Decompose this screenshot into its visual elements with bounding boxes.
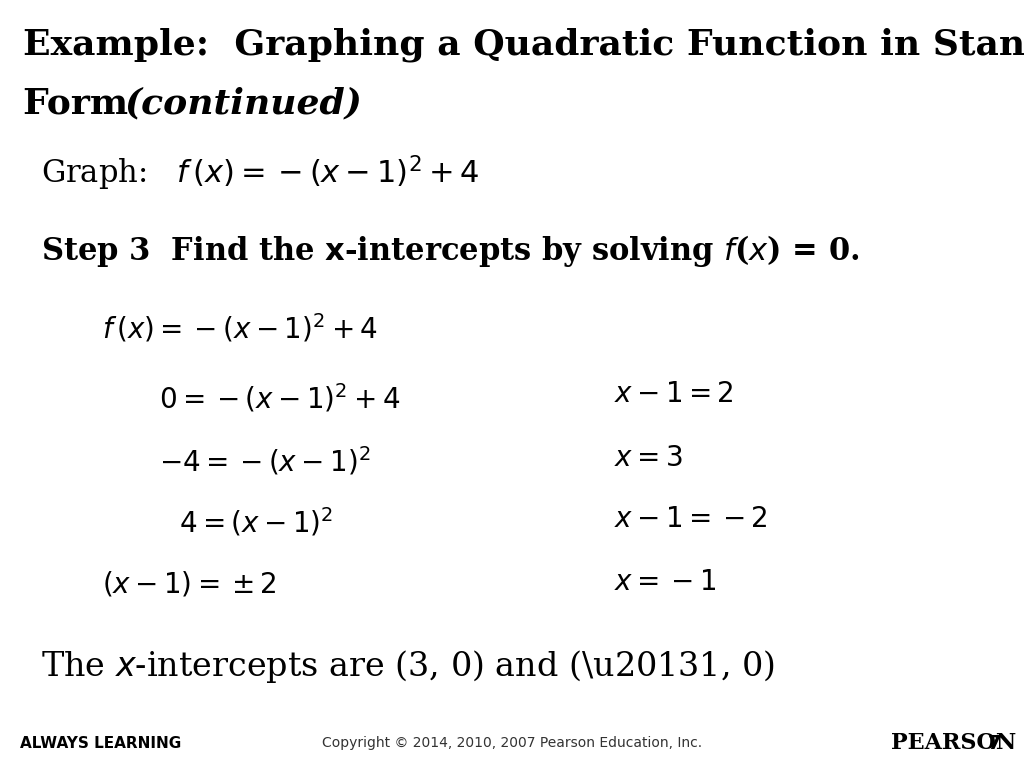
Text: $x - 1 = -2$: $x - 1 = -2$ — [614, 506, 768, 533]
Text: Form: Form — [23, 87, 166, 121]
Text: Example:  Graphing a Quadratic Function in Standard: Example: Graphing a Quadratic Function i… — [23, 28, 1024, 62]
Text: ALWAYS LEARNING: ALWAYS LEARNING — [20, 736, 181, 750]
Text: Graph:   $f\,(x) = -(x-1)^2 + 4$: Graph: $f\,(x) = -(x-1)^2 + 4$ — [41, 154, 479, 194]
Text: $x = -1$: $x = -1$ — [614, 569, 717, 597]
Text: Step 3  Find the $\mathbf{x}$-intercepts by solving $\mathbf{\mathit{f}}$($\math: Step 3 Find the $\mathbf{x}$-intercepts … — [41, 233, 859, 269]
Text: Copyright © 2014, 2010, 2007 Pearson Education, Inc.: Copyright © 2014, 2010, 2007 Pearson Edu… — [322, 736, 702, 750]
Text: $-4 = -(x-1)^2$: $-4 = -(x-1)^2$ — [159, 445, 371, 478]
Text: 7: 7 — [988, 733, 1001, 753]
Text: $f\,(x) = -(x-1)^2 + 4$: $f\,(x) = -(x-1)^2 + 4$ — [102, 312, 378, 345]
Text: The $x$-intercepts are (3, 0) and (\u20131, 0): The $x$-intercepts are (3, 0) and (\u201… — [41, 648, 775, 685]
Text: $x = 3$: $x = 3$ — [614, 445, 683, 472]
Text: $x - 1 = 2$: $x - 1 = 2$ — [614, 382, 734, 409]
Text: $4 = (x-1)^2$: $4 = (x-1)^2$ — [179, 506, 334, 538]
Text: $0 = -(x-1)^2 + 4$: $0 = -(x-1)^2 + 4$ — [159, 382, 400, 414]
Text: PEARSON: PEARSON — [891, 732, 1016, 754]
Text: $(x-1) = \pm 2$: $(x-1) = \pm 2$ — [102, 569, 278, 598]
Text: (continued): (continued) — [125, 87, 362, 121]
